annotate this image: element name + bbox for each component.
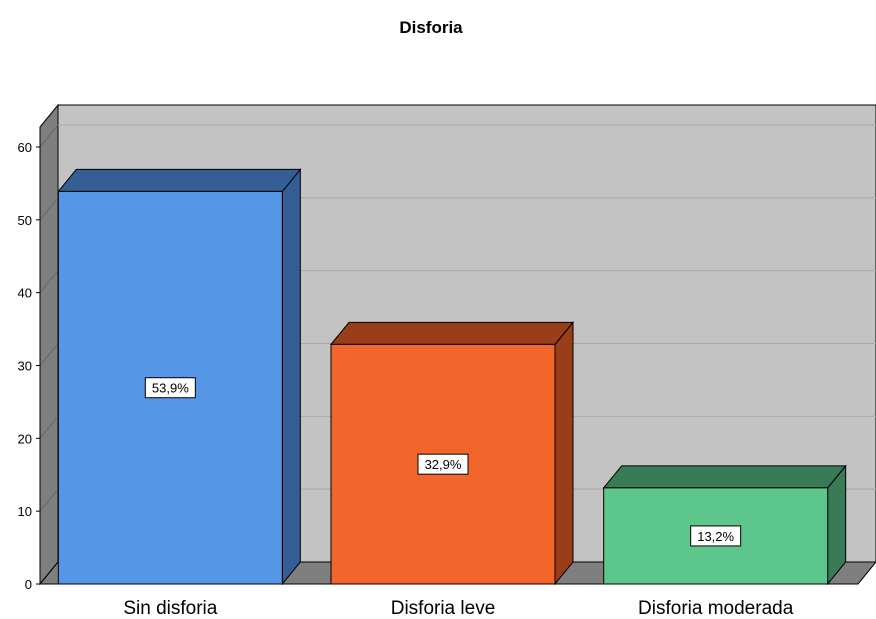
gridline-side (39, 197, 59, 221)
gridline-side (39, 416, 59, 439)
y-tick-label: 10 (18, 504, 32, 519)
y-tick-label: 40 (18, 286, 32, 301)
gridline-side (39, 488, 59, 512)
gridline-side (39, 343, 59, 366)
bar-top (602, 465, 847, 489)
y-axis: 0 10 20 30 40 50 60 (18, 127, 41, 592)
data-label: 53,9% (152, 381, 189, 396)
x-tick-label: Disforia moderada (638, 598, 794, 619)
y-tick-label: 0 (25, 577, 32, 592)
x-tick-label: Disforia leve (391, 598, 496, 619)
bar-group: 32,9% (329, 320, 575, 586)
y-tick-label: 50 (18, 213, 32, 228)
bar-top (57, 168, 302, 192)
data-label-box (144, 377, 196, 399)
x-axis: Sin disforia Disforia leve Disforia modera… (40, 583, 858, 619)
bar-group: 13,2% (602, 464, 847, 586)
gridline-side (39, 270, 59, 293)
y-tick-label: 20 (18, 431, 32, 446)
data-label: 32,9% (425, 457, 462, 472)
gridline-side (39, 124, 59, 148)
y-tick-label: 60 (18, 140, 32, 155)
y-tick-label: 30 (18, 359, 32, 374)
chart-title: Disforia (399, 18, 463, 37)
x-tick-label: Sin disforia (123, 598, 217, 619)
data-label: 13,2% (697, 529, 734, 544)
data-label-box (417, 453, 469, 475)
bar-side (281, 168, 301, 586)
bar-group: 53,9% (57, 168, 302, 586)
bar-top (329, 321, 575, 345)
left-wall (39, 103, 59, 586)
bars: 53,9% 32,9% 13,2% (57, 168, 847, 586)
data-label-box (690, 525, 742, 547)
bar-side (554, 320, 574, 586)
